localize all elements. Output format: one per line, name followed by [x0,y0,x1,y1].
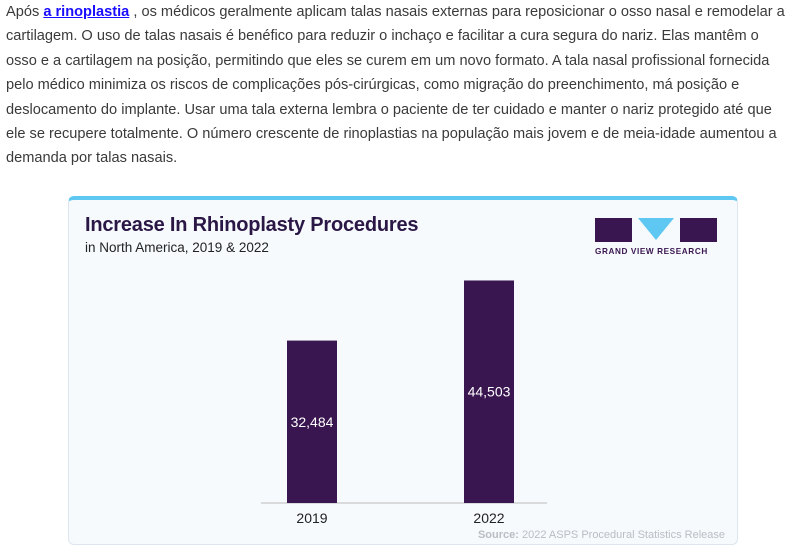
chart-source: Source: 2022 ASPS Procedural Statistics … [478,529,725,541]
chart-card: 32,484 2019 44,503 2022 Increase In Rhinopl… [68,196,738,545]
article-paragraph: Após a rinoplastia , os médicos geralmen… [6,0,802,171]
paragraph-line: deslocamento do implante. Usar uma tala … [6,101,772,118]
logo-text: GRAND VIEW RESEARCH [595,247,708,256]
bar-2019 [287,340,337,503]
bar-2022 [464,280,514,503]
x-tick-label: 2022 [473,510,504,526]
source-text: 2022 ASPS Procedural Statistics Release [518,529,725,541]
rhinoplasty-link[interactable]: a rinoplastia [43,4,130,20]
text: Após [6,4,44,20]
source-label: Source: [477,529,519,541]
paragraph-line: pelo médico minimiza os riscos de compli… [6,77,740,94]
paragraph-line: cartilagem. O uso de talas nasais é bené… [6,28,759,45]
paragraph-line: osso e a cartilagem na posição, permitin… [6,52,770,69]
logo-mark-icon [595,218,717,242]
chart-title: Increase In Rhinoplasty Procedures [85,214,419,236]
bar-value-label: 44,503 [468,384,511,400]
x-tick-label: 2019 [296,510,327,526]
grand-view-research-logo: GRAND VIEW RESEARCH [595,218,717,256]
chart-subtitle: in North America, 2019 & 2022 [85,240,269,255]
text: , os médicos geralmente aplicam talas na… [129,4,785,20]
paragraph-line: Após a rinoplastia , os médicos geralmen… [6,0,802,24]
bar-value-label: 32,484 [291,414,334,430]
paragraph-line: demanda por talas nasais. [6,150,178,167]
bar-chart: 32,484 2019 44,503 2022 [261,280,547,526]
paragraph-line: ele se recupere totalmente. O número cre… [6,126,777,143]
